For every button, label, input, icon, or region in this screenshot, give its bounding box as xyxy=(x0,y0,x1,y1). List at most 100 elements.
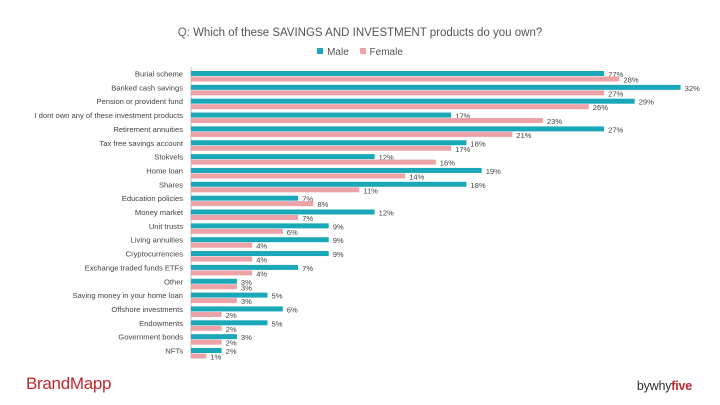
bar-male xyxy=(191,292,268,298)
bar-female xyxy=(191,145,452,151)
bywhyfive-logo-prefix: bywhy xyxy=(636,379,672,393)
chart-legend: Male Female xyxy=(0,47,720,58)
data-label-male: 12% xyxy=(379,153,394,162)
category-label: Retirement annuities xyxy=(113,125,183,134)
bar-male xyxy=(191,251,329,257)
bar-female xyxy=(191,90,605,96)
bywhyfive-logo: bywhyfive xyxy=(637,379,692,393)
bar-male xyxy=(191,167,482,173)
data-label-female: 14% xyxy=(409,172,424,181)
legend-item-female: Female xyxy=(359,47,403,58)
category-label: Exchange traded funds ETFs xyxy=(85,263,184,272)
bar-male xyxy=(191,98,635,104)
data-label-male: 17% xyxy=(455,112,470,121)
bar-female xyxy=(191,256,253,262)
data-label-male: 7% xyxy=(302,195,313,204)
category-label: NFTs xyxy=(165,347,183,356)
bar-male xyxy=(191,71,605,76)
data-label-female: 2% xyxy=(226,325,237,334)
bar-male xyxy=(191,334,237,340)
data-label-male: 7% xyxy=(302,264,313,273)
category-label: Pension or provident fund xyxy=(96,97,183,106)
category-label: Tax free savings account xyxy=(99,139,183,148)
data-label-female: 4% xyxy=(256,242,267,251)
data-label-female: 23% xyxy=(547,117,562,126)
bar-female xyxy=(191,270,253,276)
data-label-male: 18% xyxy=(470,139,485,148)
data-label-male: 9% xyxy=(333,236,344,245)
data-label-female: 2% xyxy=(226,311,237,320)
bar-male xyxy=(191,237,329,243)
category-label: Burial scheme xyxy=(135,70,183,79)
data-label-female: 26% xyxy=(593,103,608,112)
bar-female xyxy=(191,311,222,317)
data-label-female: 16% xyxy=(440,159,455,168)
bar-female xyxy=(191,118,543,124)
bar-female xyxy=(191,104,589,110)
data-label-female: 27% xyxy=(608,89,623,98)
data-label-female: 8% xyxy=(317,200,328,209)
bar-female xyxy=(191,187,360,193)
data-label-male: 3% xyxy=(241,333,252,342)
category-label: Banked cash savings xyxy=(111,83,183,92)
data-label-male: 18% xyxy=(470,181,485,190)
bar-female xyxy=(191,201,314,207)
bar-male xyxy=(191,154,375,160)
data-label-female: 2% xyxy=(226,339,237,348)
bar-female xyxy=(191,131,513,137)
data-label-male: 12% xyxy=(379,209,394,218)
bar-male xyxy=(191,320,268,326)
data-label-female: 7% xyxy=(302,214,313,223)
legend-label-male: Male xyxy=(327,47,349,58)
data-label-female: 6% xyxy=(287,228,298,237)
bar-male xyxy=(191,278,237,284)
bar-male xyxy=(191,209,375,215)
question-text: Which of these SAVINGS AND INVESTMENT pr… xyxy=(193,27,543,39)
bar-female xyxy=(191,298,237,304)
bar-female xyxy=(191,325,222,331)
data-label-male: 29% xyxy=(639,98,654,107)
bar-male xyxy=(191,348,222,353)
category-label: I dont own any of these investment produ… xyxy=(34,111,183,120)
category-label: Education policies xyxy=(122,194,183,203)
data-label-male: 6% xyxy=(287,305,298,314)
category-label: Endowments xyxy=(139,319,183,328)
data-label-female: 4% xyxy=(256,269,267,278)
data-label-male: 3% xyxy=(241,278,252,287)
bar-male xyxy=(191,126,605,132)
data-label-male: 32% xyxy=(685,84,700,93)
data-label-male: 27% xyxy=(608,70,623,79)
bywhyfive-logo-accent: five xyxy=(671,379,692,393)
data-label-female: 1% xyxy=(210,353,221,362)
category-label: Living annuities xyxy=(131,236,184,245)
data-label-female: 3% xyxy=(241,297,252,306)
bar-male xyxy=(191,223,329,229)
data-label-female: 17% xyxy=(455,145,470,154)
bar-male xyxy=(191,264,299,270)
bar-female xyxy=(191,76,620,82)
category-label: Offshore investments xyxy=(111,305,183,314)
data-label-female: 21% xyxy=(516,131,531,140)
category-label: Unit trusts xyxy=(149,222,183,231)
brandmapp-logo: BrandMapp xyxy=(26,374,112,393)
bar-male xyxy=(191,195,299,201)
bar-female xyxy=(191,228,283,234)
bar-male xyxy=(191,84,681,90)
legend-item-male: Male xyxy=(317,47,349,58)
legend-swatch-female xyxy=(359,48,366,55)
data-label-male: 5% xyxy=(272,292,283,301)
bar-female xyxy=(191,242,253,248)
category-label: Stokvels xyxy=(154,153,183,162)
bar-female xyxy=(191,215,299,220)
data-label-male: 2% xyxy=(226,347,237,356)
legend-label-female: Female xyxy=(369,47,403,58)
data-label-male: 5% xyxy=(272,319,283,328)
bar-female xyxy=(191,284,237,290)
data-label-male: 9% xyxy=(333,250,344,259)
data-label-female: 4% xyxy=(256,256,267,265)
bar-female xyxy=(191,353,207,359)
data-label-female: 3% xyxy=(241,283,252,292)
bar-male xyxy=(191,140,467,146)
bar-male xyxy=(191,112,452,118)
